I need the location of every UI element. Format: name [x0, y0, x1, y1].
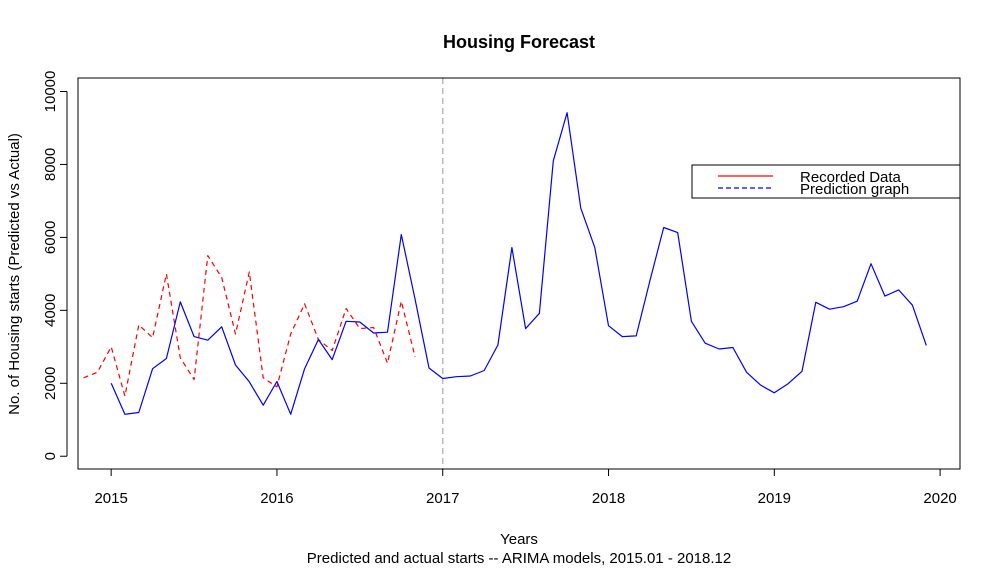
series-line-prediction	[110, 112, 927, 415]
y-tick-label: 8000	[42, 148, 59, 181]
legend-label-recorded: Recorded Data	[800, 169, 902, 186]
legend-box	[691, 164, 961, 199]
x-axis-label: Years	[500, 531, 538, 548]
x-tick-label: 2016	[260, 490, 293, 507]
chart-subtitle: Predicted and actual starts -- ARIMA mod…	[307, 550, 731, 567]
x-tick-label: 2017	[426, 490, 459, 507]
y-axis: 0 2000 4000 6000 8000 10000	[42, 71, 68, 460]
legend: Recorded Data Prediction graph	[691, 164, 961, 199]
x-axis: 2015 2016 2017 2018 2019 2020	[94, 469, 957, 507]
x-tick-label: 2019	[758, 490, 791, 507]
plot-series	[83, 78, 927, 469]
chart-title: Housing Forecast	[443, 32, 595, 52]
legend-label-prediction: Prediction graph	[800, 181, 909, 198]
y-tick-label: 2000	[42, 367, 59, 400]
x-tick-label: 2015	[94, 490, 127, 507]
series-line-recorded	[83, 255, 416, 397]
plot-area-frame	[77, 77, 961, 470]
x-tick-label: 2018	[592, 490, 625, 507]
x-tick-label: 2020	[923, 490, 956, 507]
y-axis-label: No. of Housing starts (Predicted vs Actu…	[6, 133, 23, 415]
y-tick-label: 4000	[42, 294, 59, 327]
y-tick-label: 0	[42, 452, 59, 460]
y-tick-label: 10000	[42, 71, 59, 113]
y-tick-label: 6000	[42, 221, 59, 254]
